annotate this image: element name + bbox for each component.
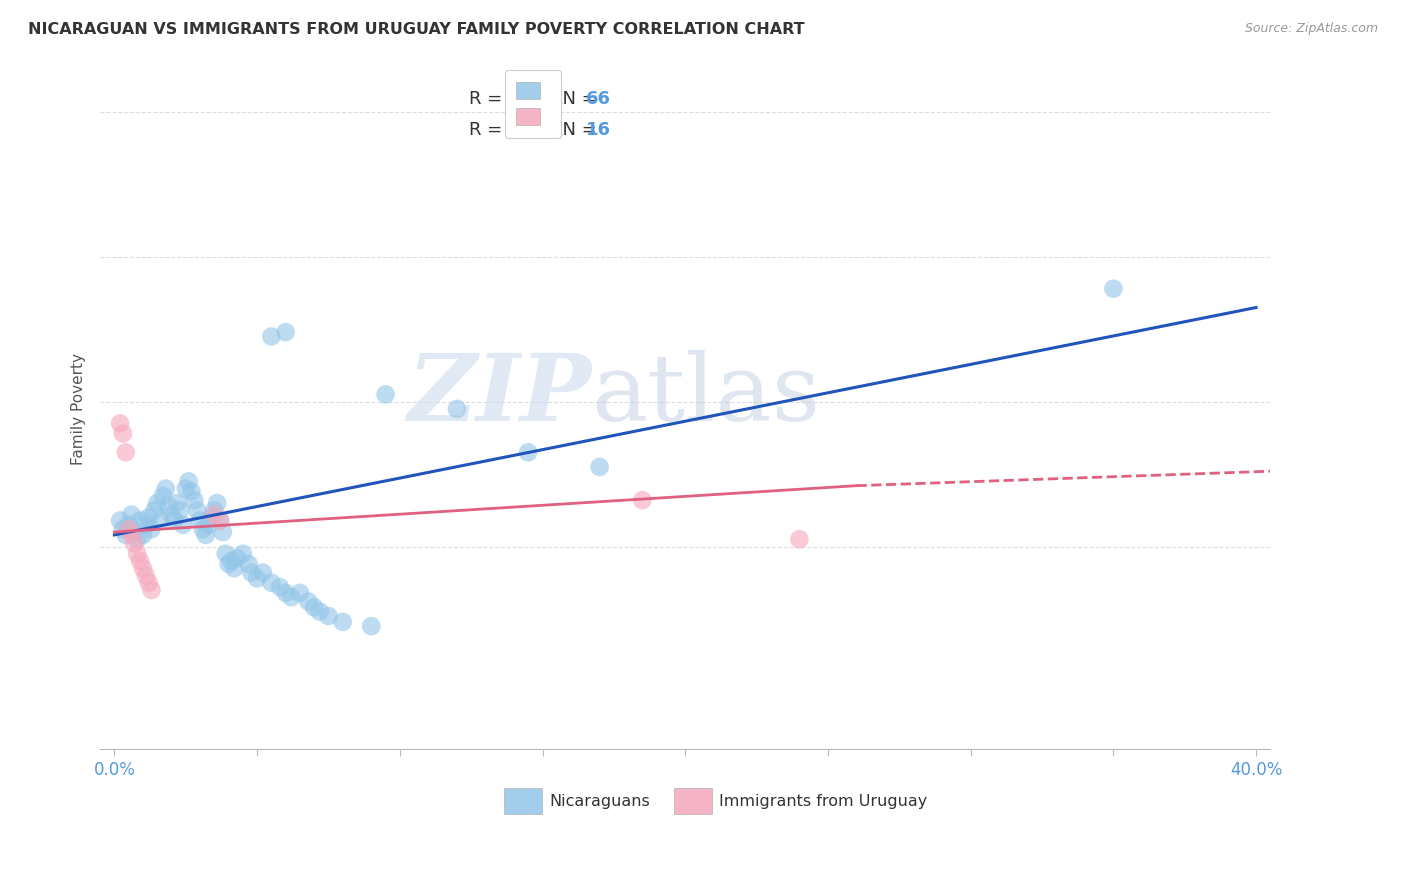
Point	[205, 496, 228, 510]
Point	[108, 513, 131, 527]
Point	[260, 329, 283, 343]
Text: atlas: atlas	[592, 351, 821, 441]
Point	[274, 586, 297, 600]
Point	[212, 524, 235, 539]
Point	[446, 401, 468, 416]
Point	[238, 557, 260, 571]
Point	[517, 445, 540, 459]
Point	[155, 482, 177, 496]
Text: R =: R =	[468, 90, 508, 108]
Point	[127, 547, 149, 561]
Point	[224, 561, 246, 575]
Point	[135, 517, 157, 532]
Point	[138, 575, 160, 590]
Text: 0.122: 0.122	[508, 120, 564, 139]
Point	[260, 575, 283, 590]
Point	[631, 493, 654, 508]
Text: 66: 66	[586, 90, 610, 108]
Text: N =: N =	[551, 120, 602, 139]
Point	[1102, 282, 1125, 296]
Point	[132, 561, 155, 575]
Point	[111, 426, 134, 441]
Text: ZIP: ZIP	[408, 351, 592, 441]
Point	[215, 547, 238, 561]
Point	[141, 522, 163, 536]
Bar	[673, 789, 713, 814]
Point	[200, 510, 222, 524]
Point	[146, 496, 169, 510]
Point	[202, 503, 225, 517]
Text: NICARAGUAN VS IMMIGRANTS FROM URUGUAY FAMILY POVERTY CORRELATION CHART: NICARAGUAN VS IMMIGRANTS FROM URUGUAY FA…	[28, 22, 804, 37]
Point	[197, 517, 219, 532]
Text: R =: R =	[468, 120, 508, 139]
Point	[183, 493, 205, 508]
Point	[246, 571, 269, 585]
Point	[789, 533, 811, 547]
Point	[240, 566, 263, 580]
Point	[374, 387, 396, 401]
Point	[208, 513, 231, 527]
Point	[180, 484, 202, 499]
Point	[138, 510, 160, 524]
Text: Immigrants from Uruguay: Immigrants from Uruguay	[720, 794, 928, 809]
Point	[132, 528, 155, 542]
Point	[360, 619, 382, 633]
Point	[157, 499, 180, 513]
Point	[280, 591, 302, 605]
Point	[177, 475, 200, 489]
Text: Source: ZipAtlas.com: Source: ZipAtlas.com	[1244, 22, 1378, 36]
Point	[166, 496, 188, 510]
Point	[149, 513, 172, 527]
Point	[191, 522, 214, 536]
Point	[288, 586, 311, 600]
Legend: , : ,	[505, 70, 561, 138]
Y-axis label: Family Poverty: Family Poverty	[72, 353, 86, 465]
Point	[269, 580, 291, 594]
Point	[135, 568, 157, 582]
Text: N =: N =	[551, 90, 602, 108]
Point	[202, 508, 225, 522]
Point	[108, 417, 131, 431]
Point	[318, 609, 340, 624]
Point	[163, 513, 186, 527]
Point	[297, 594, 319, 608]
Point	[141, 582, 163, 597]
Point	[188, 513, 211, 527]
Point	[208, 513, 231, 527]
Point	[114, 528, 136, 542]
Point	[302, 600, 325, 615]
Point	[127, 533, 149, 547]
Point	[121, 528, 143, 542]
Point	[114, 445, 136, 459]
Point	[169, 503, 191, 517]
Point	[152, 489, 174, 503]
Point	[118, 522, 141, 536]
Point	[143, 503, 166, 517]
Text: Nicaraguans: Nicaraguans	[550, 794, 650, 809]
Point	[121, 508, 143, 522]
Bar	[503, 789, 543, 814]
Point	[111, 522, 134, 536]
Point	[118, 517, 141, 532]
Point	[124, 524, 146, 539]
Point	[226, 551, 249, 566]
Point	[274, 325, 297, 339]
Point	[129, 513, 152, 527]
Point	[309, 605, 332, 619]
Point	[172, 517, 194, 532]
Point	[174, 482, 197, 496]
Point	[129, 554, 152, 568]
Point	[186, 503, 208, 517]
Point	[332, 615, 354, 629]
Point	[160, 508, 183, 522]
Text: 0.372: 0.372	[508, 90, 564, 108]
Text: 16: 16	[586, 120, 610, 139]
Point	[588, 459, 610, 474]
Point	[218, 557, 240, 571]
Point	[232, 547, 254, 561]
Point	[252, 566, 274, 580]
Point	[221, 554, 243, 568]
Point	[124, 536, 146, 550]
Point	[194, 528, 217, 542]
